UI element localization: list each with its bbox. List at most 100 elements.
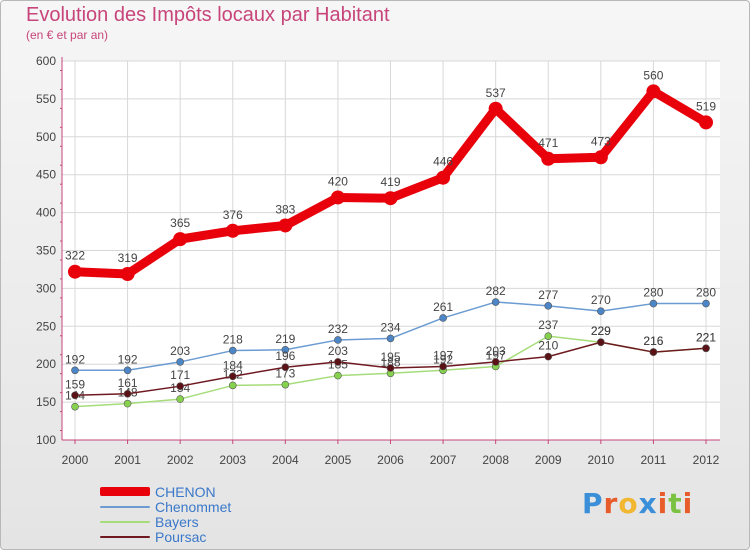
x-tick-label: 2000	[62, 453, 89, 467]
y-tick-label: 550	[36, 92, 56, 106]
data-label-bayers: 173	[275, 367, 295, 381]
data-label-chenon: 319	[118, 251, 138, 265]
chart-title: Evolution des Impôts locaux par Habitant	[26, 4, 390, 26]
data-label-chenon: 322	[65, 249, 85, 263]
data-point-chenon	[225, 223, 240, 238]
y-tick-label: 150	[36, 395, 56, 409]
data-label-chenon: 473	[591, 134, 611, 148]
data-label-chenon: 537	[486, 86, 506, 100]
data-point-bayers	[334, 371, 342, 380]
legend-label-chenommet: Chenommet	[155, 499, 232, 515]
data-label-poursac: 221	[696, 330, 716, 344]
data-point-chenon	[436, 170, 451, 185]
legend-label-poursac: Poursac	[155, 529, 207, 545]
data-label-chenon: 560	[643, 68, 663, 82]
data-label-chenon: 365	[170, 216, 190, 230]
data-point-chenommet	[228, 346, 237, 355]
y-tick-label: 400	[36, 206, 56, 220]
data-point-chenon	[699, 115, 713, 130]
data-label-chenommet: 280	[696, 286, 716, 300]
data-point-chenommet	[649, 299, 658, 308]
data-point-chenommet	[281, 345, 290, 354]
data-point-bayers	[281, 380, 290, 389]
data-label-poursac: 210	[538, 339, 558, 353]
data-point-chenon	[646, 84, 661, 99]
data-label-poursac: 229	[591, 324, 611, 338]
data-label-bayers: 188	[380, 355, 400, 369]
y-tick-label: 600	[36, 54, 56, 68]
data-point-chenon	[488, 101, 503, 116]
data-label-chenommet: 261	[433, 300, 453, 314]
proxiti-logo: Proxiti	[582, 487, 694, 520]
y-tick-label: 100	[36, 433, 56, 447]
x-tick-label: 2003	[219, 453, 246, 467]
data-point-poursac	[439, 362, 447, 371]
data-label-bayers: 192	[433, 352, 453, 366]
data-label-poursac: 195	[380, 350, 400, 364]
data-point-chenommet	[386, 334, 395, 343]
data-label-poursac: 197	[433, 348, 453, 362]
y-tick-label: 500	[36, 130, 56, 144]
data-point-chenon	[541, 151, 556, 166]
x-tick-label: 2011	[641, 453, 667, 467]
data-label-chenommet: 192	[118, 352, 138, 366]
x-tick-label: 2010	[587, 453, 614, 467]
data-point-chenommet	[71, 366, 79, 375]
y-tick-label: 350	[36, 244, 56, 258]
data-label-chenon: 383	[275, 202, 295, 216]
data-point-bayers	[176, 395, 184, 403]
x-tick-label: 2006	[377, 453, 404, 467]
legend-swatch-bayers	[100, 521, 150, 523]
legend-label-bayers: Bayers	[155, 514, 199, 530]
y-tick-label: 300	[36, 281, 56, 295]
data-point-chenommet	[491, 298, 500, 306]
data-point-chenon	[383, 191, 398, 206]
data-point-chenon	[173, 232, 188, 247]
data-point-poursac	[491, 358, 500, 366]
data-point-chenommet	[123, 366, 132, 375]
data-point-chenon	[593, 150, 608, 165]
legend-swatch-poursac	[100, 536, 150, 538]
data-point-poursac	[702, 344, 710, 353]
data-point-chenon	[278, 218, 293, 233]
data-point-poursac	[386, 364, 395, 372]
data-label-chenon: 519	[696, 99, 716, 113]
data-point-poursac	[544, 352, 553, 361]
data-label-chenon: 446	[433, 155, 453, 169]
data-label-bayers: 237	[538, 318, 558, 332]
data-label-poursac: 216	[643, 334, 663, 348]
data-point-chenommet	[439, 314, 447, 322]
data-label-poursac: 203	[328, 344, 348, 358]
data-point-bayers	[71, 402, 79, 411]
data-point-poursac	[123, 389, 132, 398]
data-label-chenon: 419	[380, 175, 400, 189]
data-label-chenommet: 218	[223, 333, 243, 347]
data-label-poursac: 184	[223, 358, 243, 372]
chart-subtitle: (en € et par an)	[26, 28, 109, 42]
data-point-poursac	[597, 338, 605, 347]
data-point-chenommet	[544, 302, 553, 310]
data-label-poursac: 171	[170, 368, 190, 382]
data-label-poursac: 159	[65, 377, 85, 391]
data-label-bayers: 197	[486, 348, 506, 362]
data-label-chenon: 420	[328, 174, 348, 188]
x-tick-label: 2008	[482, 453, 509, 467]
x-tick-label: 2002	[167, 453, 194, 467]
data-label-chenommet: 277	[538, 288, 558, 302]
data-point-poursac	[228, 372, 237, 381]
data-point-chenommet	[702, 299, 710, 308]
data-point-poursac	[71, 391, 79, 400]
x-tick-label: 2004	[272, 453, 299, 467]
data-point-chenommet	[597, 307, 605, 315]
data-label-poursac: 161	[118, 376, 138, 390]
x-tick-label: 2005	[325, 453, 352, 467]
data-label-chenommet: 219	[275, 332, 295, 346]
data-label-chenommet: 282	[486, 284, 506, 298]
data-point-poursac	[334, 358, 342, 366]
y-tick-label: 250	[36, 319, 56, 333]
legend-swatch-chenommet	[100, 506, 150, 508]
data-point-chenon	[68, 264, 82, 279]
data-label-chenommet: 232	[328, 322, 348, 336]
x-tick-label: 2012	[693, 453, 720, 467]
data-point-chenommet	[334, 336, 342, 344]
